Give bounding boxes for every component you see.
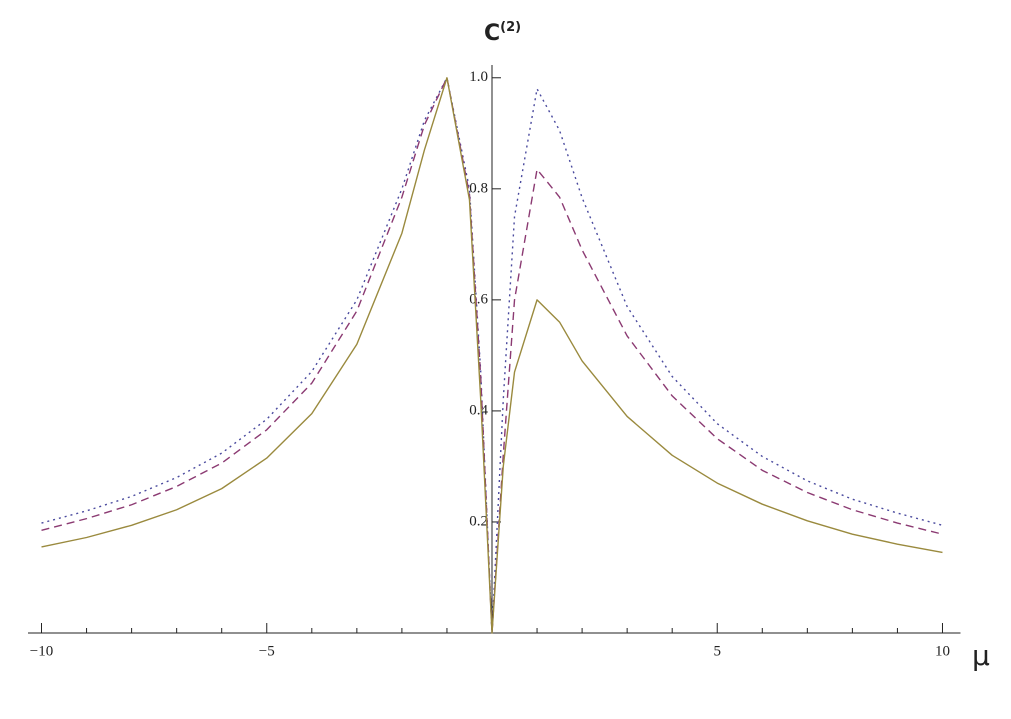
- y-tick-label: 0.6: [469, 291, 488, 307]
- y-tick-label: 0.8: [469, 180, 488, 196]
- data-line: [41, 77, 943, 634]
- x-tick-label: 5: [713, 643, 721, 659]
- x-tick-label: −5: [259, 643, 275, 659]
- x-tick-label: 10: [935, 643, 950, 659]
- y-tick-label: 0.4: [469, 402, 488, 418]
- x-tick-label: −10: [30, 643, 53, 659]
- data-line: [41, 77, 943, 634]
- data-line: [41, 77, 943, 634]
- y-label-main: C: [484, 21, 500, 46]
- y-tick-label: 0.2: [469, 513, 488, 529]
- y-tick-label: 1.0: [469, 69, 488, 85]
- y-label-sup: (2): [500, 20, 521, 35]
- y-axis-label: C(2): [484, 20, 521, 47]
- x-axis-label: μ: [972, 639, 990, 672]
